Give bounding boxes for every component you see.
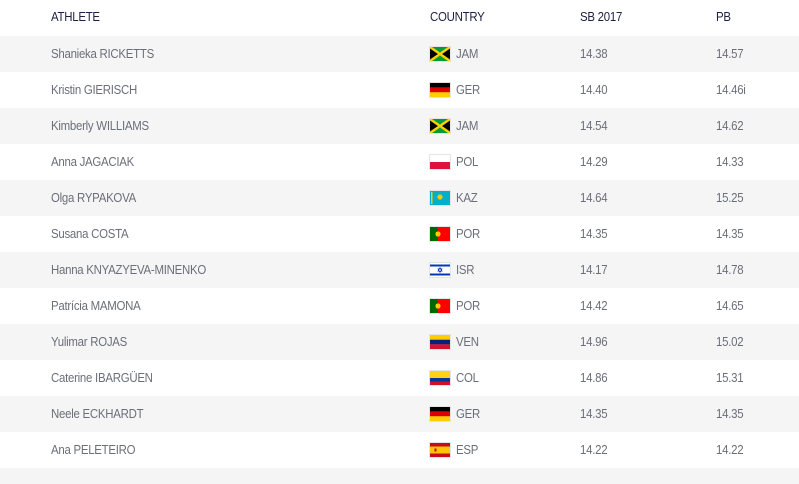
season-best: 14.17 [580, 262, 608, 277]
table-row[interactable]: Shanieka RICKETTS JAM 14.38 14.57 [0, 36, 799, 72]
season-best: 14.86 [580, 370, 608, 385]
flag-por-icon [429, 226, 451, 242]
table-row[interactable]: Neele ECKHARDT GER 14.35 14.35 [0, 396, 799, 432]
personal-best: 14.22 [716, 442, 744, 457]
athlete-name[interactable]: Kimberly WILLIAMS [51, 118, 149, 133]
table-header: ATHLETE COUNTRY SB 2017 PB [0, 0, 799, 36]
table-row[interactable]: Kristin GIERISCH GER 14.40 14.46i [0, 72, 799, 108]
personal-best: 14.46i [716, 82, 746, 97]
season-best: 14.35 [580, 406, 608, 421]
season-best: 14.42 [580, 298, 608, 313]
table-row[interactable]: Caterine IBARGÜEN COL 14.86 15.31 [0, 360, 799, 396]
athlete-name[interactable]: Olga RYPAKOVA [51, 190, 136, 205]
personal-best: 14.35 [716, 226, 744, 241]
personal-best: 14.33 [716, 154, 744, 169]
header-pb[interactable]: PB [716, 9, 731, 24]
table-row[interactable]: Hanna KNYAZYEVA-MINENKO ISR 14.17 14.78 [0, 252, 799, 288]
season-best: 14.64 [580, 190, 608, 205]
personal-best: 14.78 [716, 262, 744, 277]
athlete-name[interactable]: Caterine IBARGÜEN [51, 370, 153, 385]
header-sb[interactable]: SB 2017 [580, 9, 623, 24]
country-code: VEN [456, 334, 479, 349]
country-code: ESP [456, 442, 479, 457]
flag-jam-icon [429, 46, 451, 62]
flag-isr-icon [429, 262, 451, 278]
athlete-name[interactable]: Hanna KNYAZYEVA-MINENKO [51, 262, 206, 277]
country-code: POR [456, 226, 481, 241]
personal-best: 15.31 [716, 370, 744, 385]
country-code: POR [456, 298, 481, 313]
athlete-name[interactable]: Anna JAGACIAK [51, 154, 135, 169]
athlete-name[interactable]: Kristin GIERISCH [51, 82, 138, 97]
table-row[interactable]: Ana PELETEIRO ESP 14.22 14.22 [0, 432, 799, 468]
flag-pol-icon [429, 154, 451, 170]
personal-best: 14.35 [716, 406, 744, 421]
header-athlete[interactable]: ATHLETE [51, 9, 100, 24]
country-code: POL [456, 154, 479, 169]
athlete-name[interactable]: Neele ECKHARDT [51, 406, 144, 421]
athlete-name[interactable]: Yulimar ROJAS [51, 334, 128, 349]
season-best: 14.35 [580, 226, 608, 241]
table-row[interactable]: Olga RYPAKOVA KAZ 14.64 15.25 [0, 180, 799, 216]
season-best: 14.40 [580, 82, 608, 97]
season-best: 14.96 [580, 334, 608, 349]
season-best: 14.38 [580, 46, 608, 61]
header-country[interactable]: COUNTRY [430, 9, 485, 24]
flag-kaz-icon [429, 190, 451, 206]
athlete-name[interactable]: Shanieka RICKETTS [51, 46, 154, 61]
table-row[interactable]: Anna JAGACIAK POL 14.29 14.33 [0, 144, 799, 180]
flag-esp-icon [429, 442, 451, 458]
country-code: JAM [456, 118, 479, 133]
table-row[interactable]: Patrícia MAMONA POR 14.42 14.65 [0, 288, 799, 324]
athlete-name[interactable]: Ana PELETEIRO [51, 442, 136, 457]
country-code: KAZ [456, 190, 478, 205]
season-best: 14.54 [580, 118, 608, 133]
table-body: Shanieka RICKETTS JAM 14.38 14.57 Kristin GI… [0, 36, 799, 468]
country-code: GER [456, 82, 481, 97]
flag-por-icon [429, 298, 451, 314]
athlete-name[interactable]: Patrícia MAMONA [51, 298, 141, 313]
personal-best: 14.65 [716, 298, 744, 313]
flag-ven-icon [429, 334, 451, 350]
flag-ger-icon [429, 406, 451, 422]
flag-col-icon [429, 370, 451, 386]
personal-best: 14.57 [716, 46, 744, 61]
country-code: JAM [456, 46, 479, 61]
personal-best: 14.62 [716, 118, 744, 133]
season-best: 14.29 [580, 154, 608, 169]
season-best: 14.22 [580, 442, 608, 457]
table-row[interactable]: Kimberly WILLIAMS JAM 14.54 14.62 [0, 108, 799, 144]
flag-ger-icon [429, 82, 451, 98]
table-row[interactable]: Susana COSTA POR 14.35 14.35 [0, 216, 799, 252]
country-code: COL [456, 370, 479, 385]
flag-jam-icon [429, 118, 451, 134]
table-footer-strip [0, 468, 799, 484]
athlete-name[interactable]: Susana COSTA [51, 226, 129, 241]
table-row[interactable]: Yulimar ROJAS VEN 14.96 15.02 [0, 324, 799, 360]
personal-best: 15.25 [716, 190, 744, 205]
country-code: ISR [456, 262, 475, 277]
country-code: GER [456, 406, 481, 421]
personal-best: 15.02 [716, 334, 744, 349]
